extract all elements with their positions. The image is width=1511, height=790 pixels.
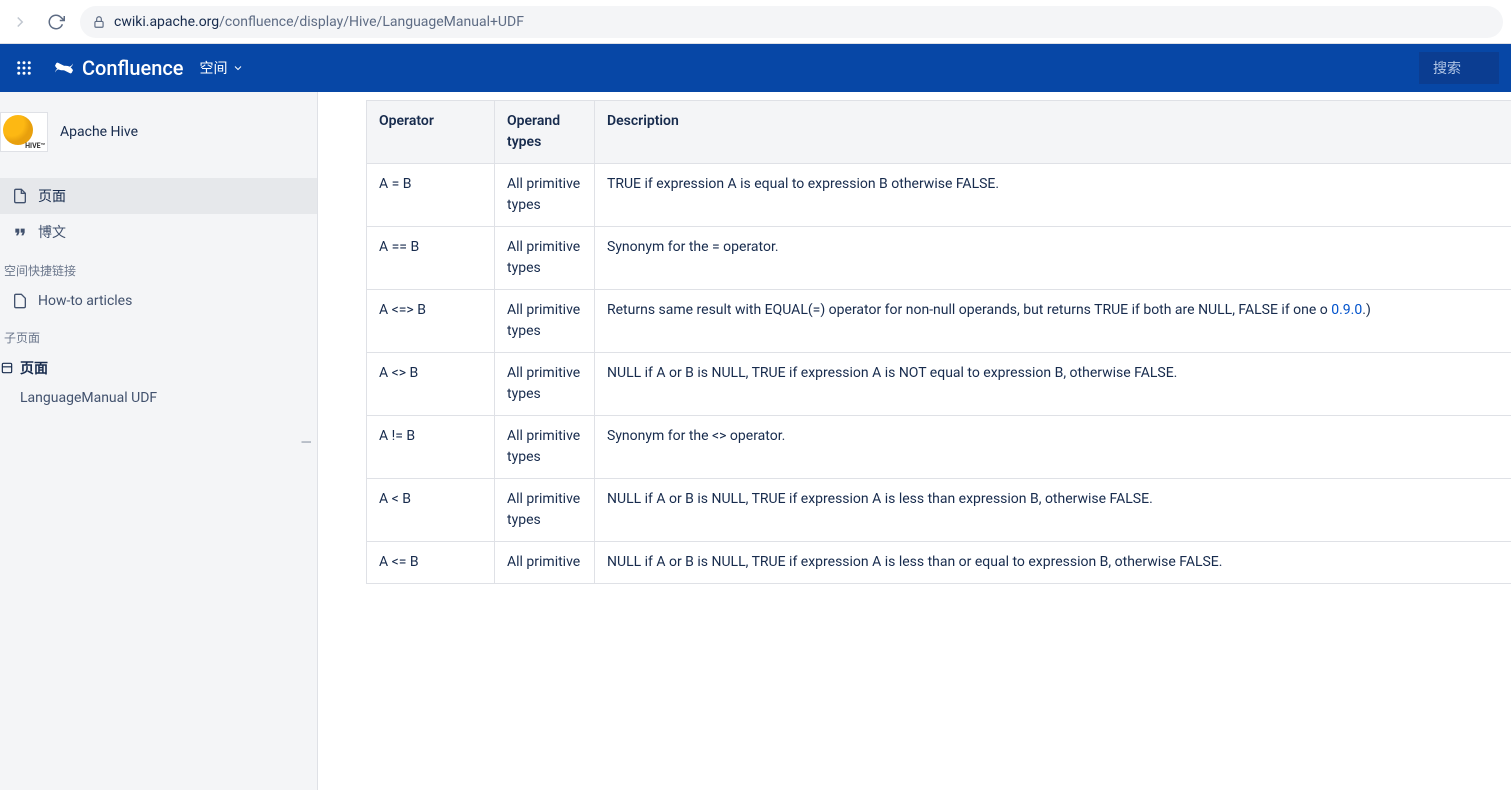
table-row: A <=> BAll primitive typesReturns same r… <box>367 290 1511 353</box>
lock-icon <box>92 15 106 29</box>
sidebar: HIVE™ Apache Hive 页面 博文 空间快捷链接 How-to ar… <box>0 92 318 790</box>
reload-button[interactable] <box>44 10 68 34</box>
cell-operator: A == B <box>367 227 495 290</box>
chevron-down-icon <box>232 62 244 74</box>
nav-spaces-label: 空间 <box>200 58 228 78</box>
sidebar-item-label: How-to articles <box>38 293 132 309</box>
sidebar-item-label: 页面 <box>38 186 66 206</box>
page-tree-icon <box>0 361 14 375</box>
table-row: A = BAll primitive typesTRUE if expressi… <box>367 164 1511 227</box>
operators-table: Operator Operand types Description A = B… <box>366 100 1511 584</box>
cell-description: NULL if A or B is NULL, TRUE if expressi… <box>595 542 1511 584</box>
col-operator: Operator <box>367 101 495 164</box>
space-icon: HIVE™ <box>0 112 48 152</box>
sidebar-heading-shortcuts: 空间快捷链接 <box>0 250 317 285</box>
page-icon <box>12 188 28 204</box>
sidebar-collapse-handle[interactable]: || <box>300 440 313 441</box>
sidebar-item-blog[interactable]: 博文 <box>0 214 317 250</box>
table-row: A <= BAll primitiveNULL if A or B is NUL… <box>367 542 1511 584</box>
table-row: A <> BAll primitive typesNULL if A or B … <box>367 353 1511 416</box>
nav-spaces[interactable]: 空间 <box>200 58 244 78</box>
cell-types: All primitive types <box>495 290 595 353</box>
address-bar[interactable]: cwiki.apache.org/confluence/display/Hive… <box>80 6 1503 38</box>
cell-types: All primitive types <box>495 479 595 542</box>
cell-types: All primitive types <box>495 227 595 290</box>
cell-types: All primitive types <box>495 164 595 227</box>
confluence-logo[interactable]: Confluence <box>52 56 184 80</box>
col-description: Description <box>595 101 1511 164</box>
tree-root[interactable]: 页面 <box>0 352 317 384</box>
quote-icon <box>12 224 28 240</box>
table-row: A != BAll primitive typesSynonym for the… <box>367 416 1511 479</box>
sidebar-heading-subpages: 子页面 <box>0 317 317 352</box>
url-text: cwiki.apache.org/confluence/display/Hive… <box>114 14 524 30</box>
col-operand-types: Operand types <box>495 101 595 164</box>
cell-operator: A != B <box>367 416 495 479</box>
cell-types: All primitive <box>495 542 595 584</box>
forward-button[interactable] <box>8 10 32 34</box>
document-icon <box>12 293 28 309</box>
tree-root-label: 页面 <box>20 358 48 378</box>
cell-types: All primitive types <box>495 353 595 416</box>
table-header-row: Operator Operand types Description <box>367 101 1511 164</box>
cell-description: Synonym for the = operator. <box>595 227 1511 290</box>
cell-types: All primitive types <box>495 416 595 479</box>
table-row: A < BAll primitive typesNULL if A or B i… <box>367 479 1511 542</box>
cell-operator: A <> B <box>367 353 495 416</box>
app-name: Confluence <box>82 56 184 80</box>
cell-operator: A <= B <box>367 542 495 584</box>
sidebar-item-howto[interactable]: How-to articles <box>0 285 317 317</box>
space-name: Apache Hive <box>60 124 138 140</box>
app-header: Confluence 空间 搜索 <box>0 44 1511 92</box>
sidebar-item-pages[interactable]: 页面 <box>0 178 317 214</box>
cell-description: NULL if A or B is NULL, TRUE if expressi… <box>595 479 1511 542</box>
table-row: A == BAll primitive typesSynonym for the… <box>367 227 1511 290</box>
cell-description: TRUE if expression A is equal to express… <box>595 164 1511 227</box>
search-input[interactable]: 搜索 <box>1419 52 1499 84</box>
browser-toolbar: cwiki.apache.org/confluence/display/Hive… <box>0 0 1511 44</box>
space-header[interactable]: HIVE™ Apache Hive <box>0 112 317 170</box>
version-link[interactable]: 0.9.0 <box>1331 302 1362 318</box>
sidebar-item-label: 博文 <box>38 222 66 242</box>
tree-current-page[interactable]: LanguageManual UDF <box>0 384 317 412</box>
confluence-logo-icon <box>52 56 76 80</box>
cell-operator: A = B <box>367 164 495 227</box>
cell-description: Synonym for the <> operator. <box>595 416 1511 479</box>
cell-operator: A <=> B <box>367 290 495 353</box>
cell-description: NULL if A or B is NULL, TRUE if expressi… <box>595 353 1511 416</box>
app-switcher-icon[interactable] <box>12 56 36 80</box>
cell-operator: A < B <box>367 479 495 542</box>
cell-description: Returns same result with EQUAL(=) operat… <box>595 290 1511 353</box>
main-content: Operator Operand types Description A = B… <box>318 92 1511 790</box>
